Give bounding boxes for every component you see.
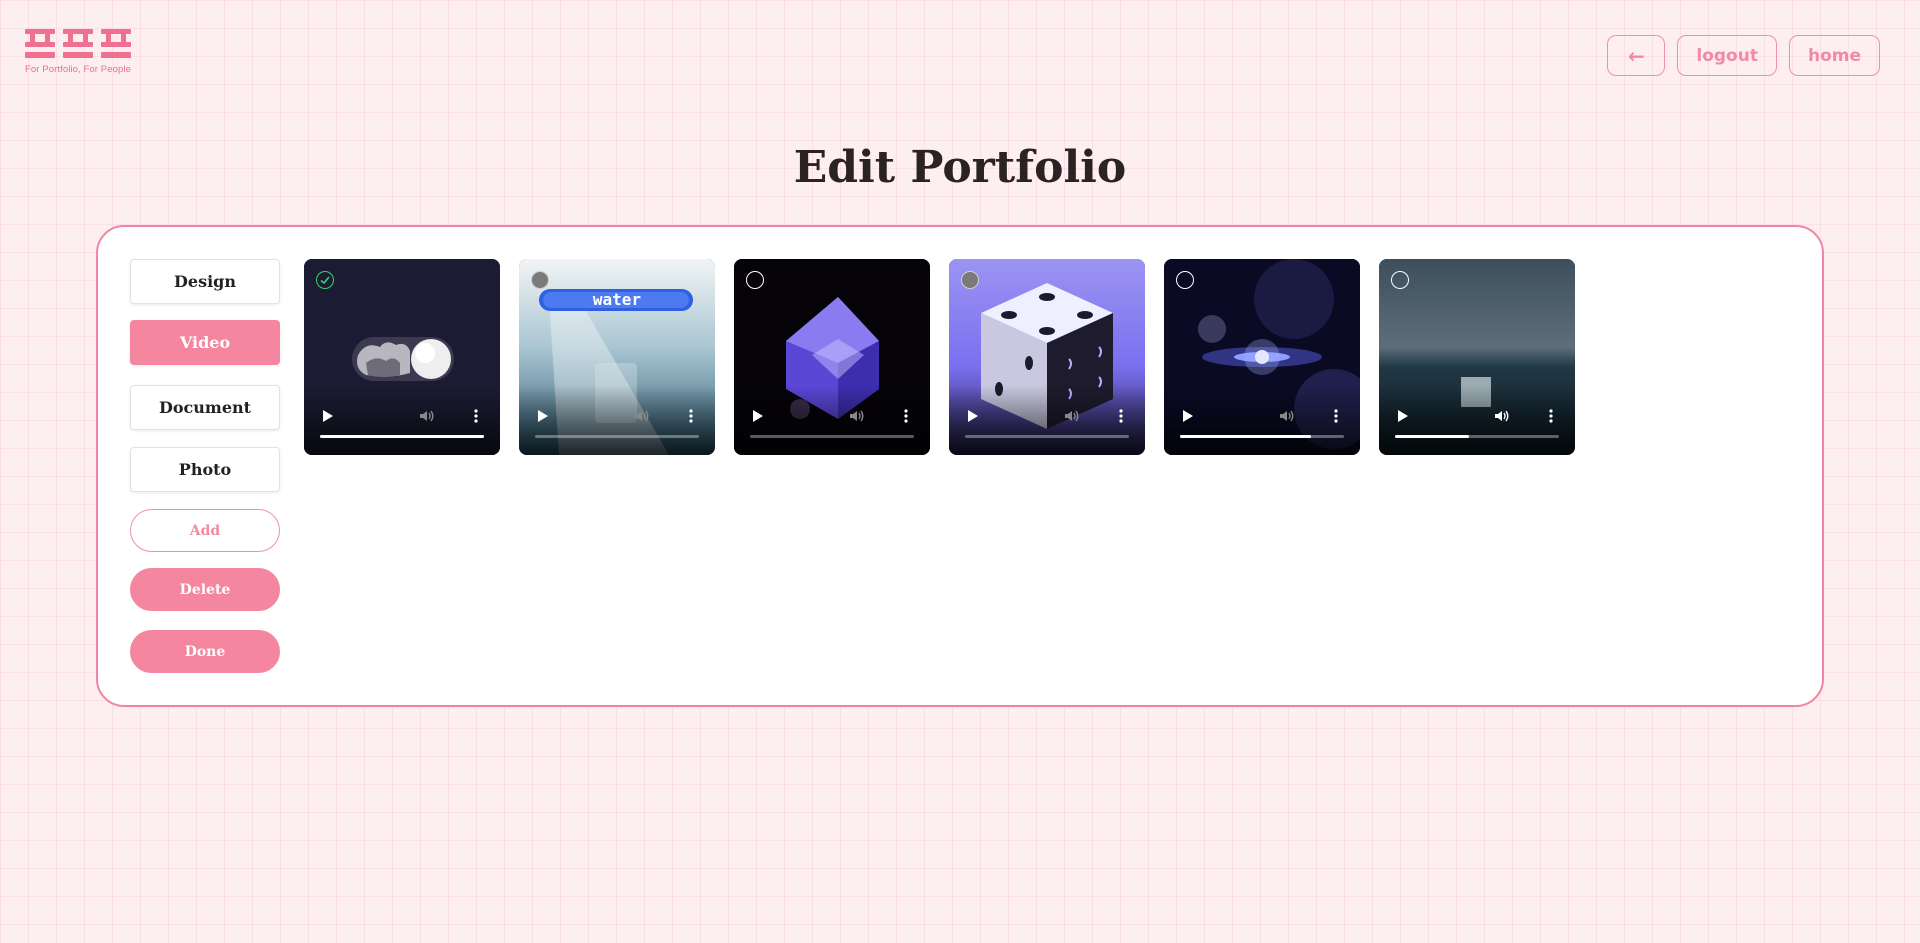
add-button[interactable]: Add [130, 509, 280, 552]
select-checkbox[interactable] [746, 271, 764, 289]
video-card[interactable] [949, 259, 1145, 455]
video-controls [1164, 385, 1360, 455]
more-options-icon[interactable] [904, 408, 908, 424]
progress-bar[interactable] [320, 435, 484, 438]
select-checkbox[interactable] [531, 271, 549, 289]
more-options-icon[interactable] [689, 408, 693, 424]
more-options-icon[interactable] [1549, 408, 1553, 424]
progress-bar[interactable] [535, 435, 699, 438]
video-card[interactable] [304, 259, 500, 455]
select-checkbox[interactable] [1391, 271, 1409, 289]
more-options-icon[interactable] [1119, 408, 1123, 424]
video-controls [734, 385, 930, 455]
volume-icon[interactable] [1493, 408, 1509, 424]
select-checkbox[interactable] [1176, 271, 1194, 289]
progress-bar[interactable] [965, 435, 1129, 438]
logo[interactable]: For Portfolio, For People [25, 28, 135, 75]
video-card[interactable] [1164, 259, 1360, 455]
play-icon[interactable] [1397, 409, 1409, 423]
category-photo-button[interactable]: Photo [130, 447, 280, 492]
select-checkbox[interactable] [316, 271, 334, 289]
category-video-button[interactable]: Video [130, 320, 280, 365]
video-controls [1379, 385, 1575, 455]
play-icon[interactable] [537, 409, 549, 423]
video-card[interactable] [734, 259, 930, 455]
more-options-icon[interactable] [1334, 408, 1338, 424]
logo-mark-icon [25, 29, 131, 58]
play-icon[interactable] [1182, 409, 1194, 423]
video-thumbnail [304, 259, 500, 455]
category-document-button[interactable]: Document [130, 385, 280, 430]
progress-bar[interactable] [1180, 435, 1344, 438]
volume-icon[interactable] [848, 408, 864, 424]
video-card[interactable] [1379, 259, 1575, 455]
play-icon[interactable] [967, 409, 979, 423]
play-icon[interactable] [752, 409, 764, 423]
category-design-button[interactable]: Design [130, 259, 280, 304]
video-controls [519, 385, 715, 455]
portfolio-panel: Design Video Document Photo Add Delete D… [96, 225, 1824, 707]
video-controls [304, 385, 500, 455]
video-caption: water [593, 290, 641, 309]
play-icon[interactable] [322, 409, 334, 423]
volume-icon[interactable] [1278, 408, 1294, 424]
logo-tagline: For Portfolio, For People [25, 64, 131, 75]
volume-icon[interactable] [1063, 408, 1079, 424]
video-controls [949, 385, 1145, 455]
volume-icon[interactable] [418, 408, 434, 424]
select-checkbox[interactable] [961, 271, 979, 289]
logout-button[interactable]: logout [1677, 35, 1777, 76]
top-nav: ← logout home [1607, 35, 1880, 76]
video-card[interactable]: water [519, 259, 715, 455]
volume-icon[interactable] [633, 408, 649, 424]
sidebar: Design Video Document Photo Add Delete D… [130, 259, 280, 673]
video-grid: water [304, 259, 1575, 455]
delete-button[interactable]: Delete [130, 568, 280, 611]
page-title: Edit Portfolio [793, 142, 1127, 193]
progress-bar[interactable] [750, 435, 914, 438]
check-icon [320, 276, 330, 285]
progress-fill [1395, 435, 1469, 438]
progress-fill [1180, 435, 1312, 438]
done-button[interactable]: Done [130, 630, 280, 673]
more-options-icon[interactable] [474, 408, 478, 424]
home-button[interactable]: home [1788, 35, 1880, 76]
back-button[interactable]: ← [1607, 35, 1666, 76]
progress-bar[interactable] [1395, 435, 1559, 438]
progress-fill [320, 435, 484, 438]
